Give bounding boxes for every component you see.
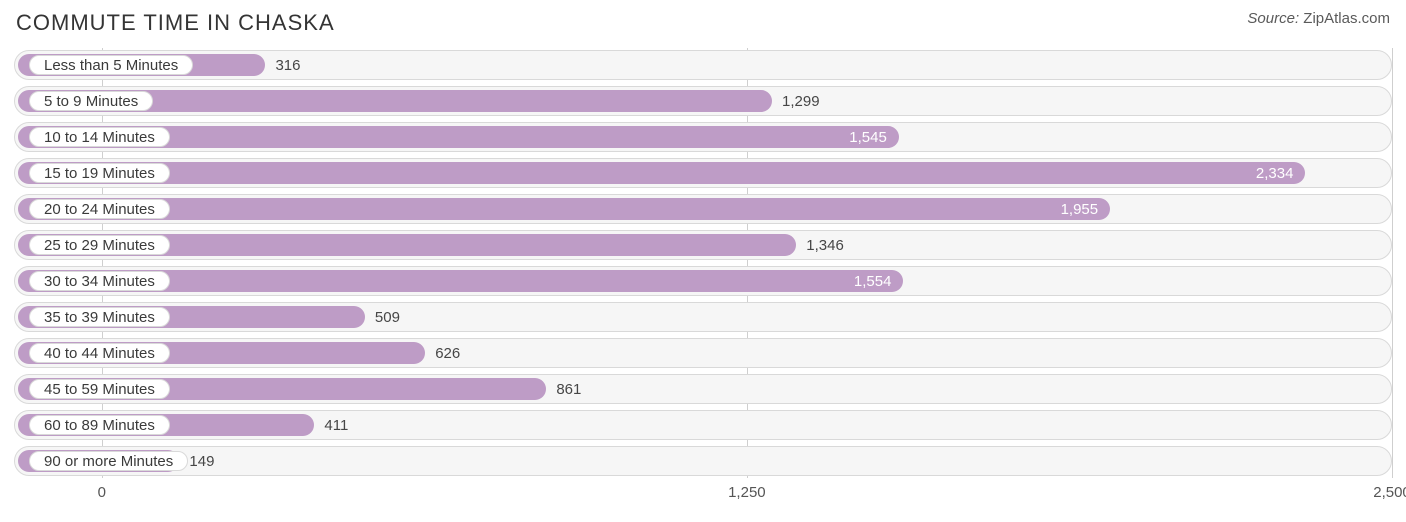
category-pill: 20 to 24 Minutes <box>29 199 170 219</box>
source-value: ZipAtlas.com <box>1303 10 1390 27</box>
value-label: 861 <box>556 375 581 403</box>
x-tick-label: 2,500 <box>1373 484 1406 501</box>
bar-row: 90 or more Minutes149 <box>14 446 1392 476</box>
gridline <box>1392 48 1393 478</box>
x-tick-label: 1,250 <box>728 484 766 501</box>
bar-row: 15 to 19 Minutes 2,334 <box>14 158 1392 188</box>
bar-row: 10 to 14 Minutes 1,545 <box>14 122 1392 152</box>
bar-row: 25 to 29 Minutes 1,346 <box>14 230 1392 260</box>
category-pill: 30 to 34 Minutes <box>29 271 170 291</box>
value-label: 1,955 <box>1061 195 1099 223</box>
bar-row: 40 to 44 Minutes 626 <box>14 338 1392 368</box>
chart-header: Commute Time in Chaska Source: ZipAtlas.… <box>14 10 1392 36</box>
value-label: 509 <box>375 303 400 331</box>
bar <box>18 198 1110 220</box>
category-pill: Less than 5 Minutes <box>29 55 193 75</box>
bar <box>18 162 1305 184</box>
category-pill: 5 to 9 Minutes <box>29 91 153 111</box>
value-label: 1,554 <box>854 267 892 295</box>
bar-row: 35 to 39 Minutes 509 <box>14 302 1392 332</box>
value-label: 149 <box>189 447 214 475</box>
x-tick-label: 0 <box>98 484 106 501</box>
chart-source: Source: ZipAtlas.com <box>1247 10 1390 27</box>
x-axis: 01,2502,500 <box>14 482 1392 510</box>
source-label: Source: <box>1247 10 1299 27</box>
category-pill: 40 to 44 Minutes <box>29 343 170 363</box>
category-pill: 90 or more Minutes <box>29 451 188 471</box>
bar-row: 60 to 89 Minutes 411 <box>14 410 1392 440</box>
chart-title: Commute Time in Chaska <box>16 10 335 36</box>
value-label: 626 <box>435 339 460 367</box>
category-pill: 25 to 29 Minutes <box>29 235 170 255</box>
chart-plot: Less than 5 Minutes 316 5 to 9 Minutes 1,29… <box>14 50 1392 476</box>
category-pill: 60 to 89 Minutes <box>29 415 170 435</box>
value-label: 2,334 <box>1256 159 1294 187</box>
value-label: 316 <box>275 51 300 79</box>
bar-row: 45 to 59 Minutes 861 <box>14 374 1392 404</box>
value-label: 1,299 <box>782 87 820 115</box>
category-pill: 10 to 14 Minutes <box>29 127 170 147</box>
value-label: 411 <box>324 411 348 439</box>
bar-row: Less than 5 Minutes 316 <box>14 50 1392 80</box>
bar-row: 20 to 24 Minutes 1,955 <box>14 194 1392 224</box>
value-label: 1,545 <box>849 123 887 151</box>
bar-row: 5 to 9 Minutes 1,299 <box>14 86 1392 116</box>
chart-container: Commute Time in Chaska Source: ZipAtlas.… <box>0 0 1406 522</box>
value-label: 1,346 <box>806 231 844 259</box>
category-pill: 35 to 39 Minutes <box>29 307 170 327</box>
category-pill: 45 to 59 Minutes <box>29 379 170 399</box>
category-pill: 15 to 19 Minutes <box>29 163 170 183</box>
bar-row: 30 to 34 Minutes 1,554 <box>14 266 1392 296</box>
